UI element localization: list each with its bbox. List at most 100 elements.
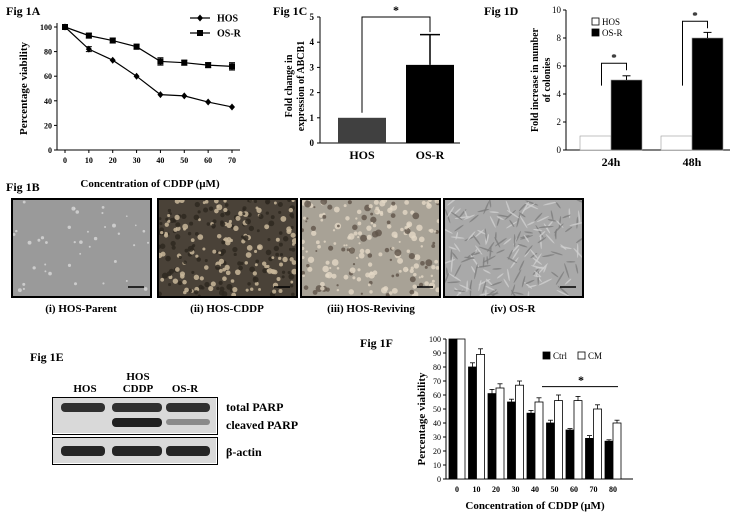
cell xyxy=(386,220,391,225)
cell xyxy=(231,292,237,296)
data-point xyxy=(85,32,92,39)
cell xyxy=(511,284,516,296)
cell xyxy=(425,259,433,267)
cell xyxy=(469,251,482,256)
cell xyxy=(418,276,421,279)
cell xyxy=(489,216,496,228)
bar xyxy=(456,338,466,480)
cell xyxy=(357,231,363,236)
cell xyxy=(482,269,491,274)
cell xyxy=(174,200,180,204)
cell xyxy=(542,254,555,258)
cell xyxy=(509,219,515,227)
cell xyxy=(320,218,324,222)
cell xyxy=(359,248,365,254)
cell xyxy=(413,263,420,269)
cell xyxy=(303,285,309,290)
cell xyxy=(513,269,522,284)
cell xyxy=(306,263,310,268)
y-tick-label: 60 xyxy=(44,72,52,81)
cell xyxy=(506,221,518,229)
cell xyxy=(134,224,137,227)
cell xyxy=(113,260,117,263)
cell xyxy=(191,270,195,275)
data-point xyxy=(85,45,92,53)
cell xyxy=(245,218,252,225)
cell xyxy=(556,289,570,296)
cell xyxy=(424,265,428,269)
cell xyxy=(317,244,321,249)
cell xyxy=(273,245,280,252)
cell xyxy=(302,274,305,277)
cell xyxy=(454,216,470,219)
cell xyxy=(212,249,217,254)
legend-label: OS-R xyxy=(217,29,242,40)
cell xyxy=(536,215,549,223)
cell xyxy=(216,286,220,291)
cell xyxy=(390,203,398,211)
cell xyxy=(414,254,421,261)
cell xyxy=(496,249,505,254)
cell xyxy=(482,281,487,294)
bar xyxy=(406,64,454,143)
blot-actin-strip xyxy=(52,437,218,465)
cell xyxy=(195,254,199,258)
cell xyxy=(146,241,150,244)
cell xyxy=(218,268,223,273)
cell xyxy=(254,281,259,286)
cell xyxy=(420,260,425,266)
cell xyxy=(197,234,204,240)
x-tick-label: 10 xyxy=(473,485,481,494)
cell xyxy=(221,291,228,296)
data-point xyxy=(62,23,68,31)
cell xyxy=(430,274,434,278)
x-tick-label: 10 xyxy=(85,156,93,165)
cell xyxy=(224,203,229,207)
significance-bracket xyxy=(601,62,627,86)
bar xyxy=(448,338,458,480)
cell xyxy=(482,255,496,263)
cell xyxy=(472,234,481,245)
x-tick-label: HOS xyxy=(349,148,375,162)
micrograph-caption: (ii) HOS-CDDP xyxy=(190,303,264,315)
cell xyxy=(380,287,388,294)
cell xyxy=(278,256,282,260)
bar xyxy=(612,422,622,480)
cell xyxy=(453,290,466,292)
y-tick-label: 50 xyxy=(433,405,441,414)
y-axis-title: Fold increase in number xyxy=(530,27,541,132)
cell xyxy=(237,261,242,266)
cell xyxy=(125,279,128,282)
cell xyxy=(315,240,320,245)
cell xyxy=(555,201,561,209)
cell xyxy=(184,287,189,293)
cell xyxy=(397,257,404,264)
cell xyxy=(101,211,104,215)
cell xyxy=(531,265,545,270)
cell xyxy=(543,201,557,206)
cell xyxy=(368,204,373,209)
cell xyxy=(226,222,232,229)
bar xyxy=(573,400,583,480)
cell xyxy=(291,200,295,203)
cell xyxy=(168,283,172,287)
cell xyxy=(445,272,449,284)
cell xyxy=(253,249,258,254)
cell xyxy=(270,215,275,220)
legend-label: HOS xyxy=(217,14,239,25)
cell xyxy=(434,230,437,233)
cell xyxy=(418,236,425,243)
cell xyxy=(245,252,252,258)
cell xyxy=(319,213,324,218)
cell xyxy=(325,260,330,265)
data-point xyxy=(109,56,116,64)
cell xyxy=(450,211,463,221)
cell xyxy=(486,233,489,245)
cell xyxy=(496,273,504,279)
y-axis-title: of colonies xyxy=(542,58,553,103)
cell xyxy=(242,208,246,212)
cell xyxy=(494,237,507,247)
cell xyxy=(528,284,537,288)
cell xyxy=(521,201,530,215)
cell xyxy=(88,245,91,248)
